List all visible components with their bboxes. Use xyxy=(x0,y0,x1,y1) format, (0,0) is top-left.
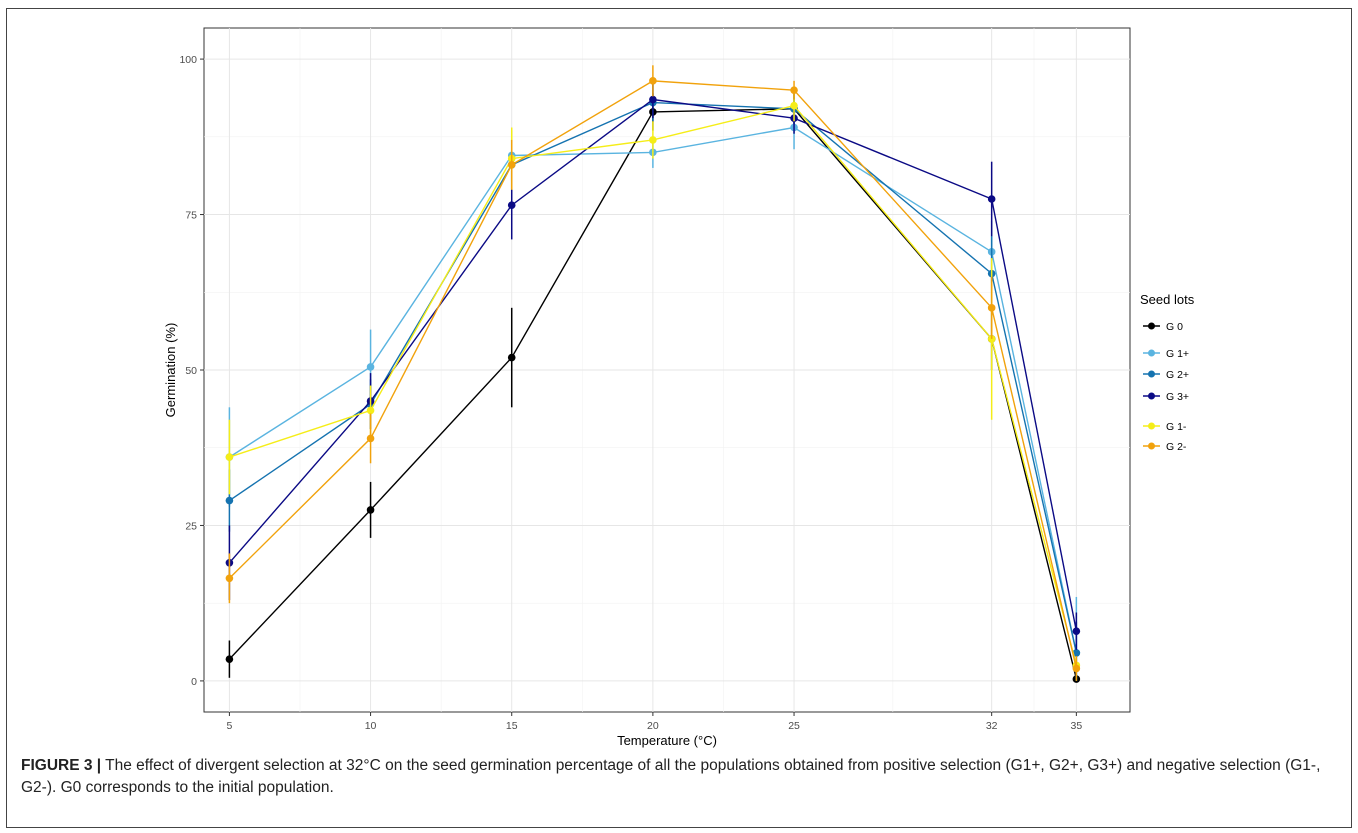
data-point-g2-minus xyxy=(987,304,996,312)
data-point-g3-plus xyxy=(987,195,996,203)
x-tick-label: 15 xyxy=(506,720,518,732)
legend-key-point-g2-minus xyxy=(1148,442,1155,450)
legend-key-point-g1-plus xyxy=(1148,349,1155,357)
data-point-g2-minus xyxy=(649,77,657,85)
legend-label-g1-plus: G 1+ xyxy=(1166,348,1189,360)
data-point-g2-plus xyxy=(1072,649,1081,657)
legend-label-g2-plus: G 2+ xyxy=(1166,369,1189,381)
legend-label-g1-minus: G 1- xyxy=(1166,421,1187,433)
data-point-g2-plus xyxy=(225,496,234,505)
legend-key-point-g2-plus xyxy=(1148,370,1155,378)
data-point-g1-minus xyxy=(649,136,657,144)
y-axis-label: Germination (%) xyxy=(163,323,178,418)
data-point-g0 xyxy=(225,655,234,663)
data-point-g2-minus xyxy=(790,86,798,94)
data-point-g2-minus xyxy=(1072,664,1081,673)
data-point-g2-minus xyxy=(366,434,375,443)
legend-key-point-g1-minus xyxy=(1148,422,1155,430)
legend: Seed lots G 0 G 1+ G 2+ G 3+ G 1- G 2- xyxy=(1140,292,1195,453)
data-point-g1-minus xyxy=(225,453,234,461)
figure-frame xyxy=(6,8,1352,828)
data-point-g3-plus xyxy=(1072,627,1081,635)
data-point-g1-plus xyxy=(366,363,375,371)
y-tick-label: 75 xyxy=(185,210,197,222)
y-tick-label: 100 xyxy=(179,54,197,66)
x-tick-label: 10 xyxy=(365,720,377,732)
data-point-g1-minus xyxy=(790,101,798,110)
x-tick-label: 20 xyxy=(647,720,659,732)
data-point-g1-minus xyxy=(987,335,996,343)
legend-label-g2-minus: G 2- xyxy=(1166,441,1187,453)
x-tick-label: 32 xyxy=(986,720,998,732)
data-point-g3-plus xyxy=(507,201,516,210)
legend-key-point-g3-plus xyxy=(1148,392,1155,400)
x-axis-label: Temperature (°C) xyxy=(617,733,717,748)
legend-label-g3-plus: G 3+ xyxy=(1166,391,1189,403)
x-tick-label: 5 xyxy=(226,720,232,732)
data-point-g2-minus xyxy=(507,161,516,169)
legend-title: Seed lots xyxy=(1140,292,1195,307)
line-chart: 5 10 15 20 25 32 35 0 25 50 75 100 Temperature (°C)… xyxy=(163,27,1195,748)
legend-label-g0: G 0 xyxy=(1166,321,1183,333)
y-tick-label: 25 xyxy=(185,520,197,532)
legend-items: G 0 G 1+ G 2+ G 3+ G 1- G 2- xyxy=(1143,321,1189,453)
x-tick-label: 35 xyxy=(1071,720,1083,732)
caption-text: The effect of divergent selection at 32°… xyxy=(21,757,1321,796)
data-point-g0 xyxy=(507,353,516,362)
series-layer xyxy=(225,65,1081,683)
data-point-g1-minus xyxy=(366,406,375,415)
caption-label: FIGURE 3 | xyxy=(21,757,102,774)
data-point-g0 xyxy=(366,506,375,514)
data-point-g2-minus xyxy=(225,574,234,583)
y-tick-label: 50 xyxy=(185,365,197,377)
y-tick-label: 0 xyxy=(191,676,197,688)
legend-key-point-g0 xyxy=(1148,322,1155,330)
figure-caption: FIGURE 3 | The effect of divergent selec… xyxy=(21,755,1341,799)
axis-layer: 5 10 15 20 25 32 35 0 25 50 75 100 xyxy=(179,54,1082,732)
data-point-g3-plus xyxy=(649,95,657,104)
x-tick-label: 25 xyxy=(788,720,800,732)
grid-layer xyxy=(204,28,1130,712)
